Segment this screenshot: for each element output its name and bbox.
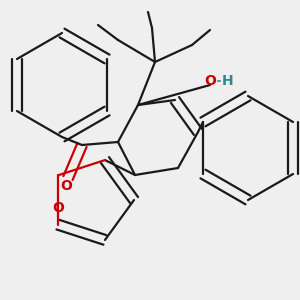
Text: O: O [52, 201, 64, 215]
Text: H: H [222, 74, 234, 88]
Text: O: O [60, 179, 72, 193]
Text: O: O [204, 74, 216, 88]
